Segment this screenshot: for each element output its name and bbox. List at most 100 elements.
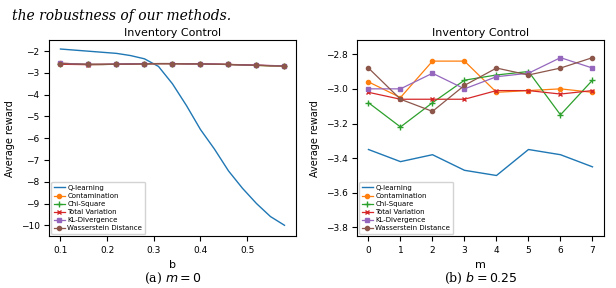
Chi-Square xyxy=(99,63,106,66)
KL-Divergence xyxy=(141,62,148,65)
Wasserstein Distance xyxy=(57,62,64,65)
Chi-Square xyxy=(281,64,288,68)
Contamination xyxy=(589,91,596,94)
Wasserstein Distance xyxy=(141,62,148,66)
Wasserstein Distance xyxy=(211,62,218,66)
Contamination xyxy=(525,89,532,92)
Contamination xyxy=(429,59,436,63)
Line: Chi-Square: Chi-Square xyxy=(366,69,595,130)
KL-Divergence xyxy=(127,62,134,66)
Q-learning xyxy=(169,82,176,86)
Q-learning xyxy=(99,51,106,54)
Title: Inventory Control: Inventory Control xyxy=(124,28,221,38)
KL-Divergence xyxy=(525,71,532,75)
Contamination xyxy=(397,96,404,99)
Total Variation xyxy=(525,89,532,92)
KL-Divergence xyxy=(397,87,404,90)
Q-learning xyxy=(239,187,246,190)
X-axis label: b: b xyxy=(169,260,176,270)
Q-learning xyxy=(113,52,120,55)
Q-learning xyxy=(253,202,260,205)
KL-Divergence xyxy=(461,87,468,90)
Q-learning xyxy=(397,160,404,163)
Total Variation xyxy=(71,63,78,66)
Contamination xyxy=(113,62,120,66)
Q-learning xyxy=(589,165,596,168)
Wasserstein Distance xyxy=(397,98,404,101)
KL-Divergence xyxy=(85,62,92,66)
Total Variation xyxy=(183,62,190,66)
Total Variation xyxy=(281,64,288,67)
Contamination xyxy=(365,80,372,84)
Chi-Square xyxy=(239,63,246,67)
Legend: Q-learning, Contamination, Chi-Square, Total Variation, KL-Divergence, Wasserste: Q-learning, Contamination, Chi-Square, T… xyxy=(359,182,453,234)
Wasserstein Distance xyxy=(239,63,246,67)
KL-Divergence xyxy=(589,66,596,70)
Total Variation xyxy=(127,62,134,66)
Legend: Q-learning, Contamination, Chi-Square, Total Variation, KL-Divergence, Wasserste: Q-learning, Contamination, Chi-Square, T… xyxy=(51,182,145,234)
Title: Inventory Control: Inventory Control xyxy=(432,28,529,38)
Line: KL-Divergence: KL-Divergence xyxy=(59,61,286,68)
Line: KL-Divergence: KL-Divergence xyxy=(367,56,594,91)
Total Variation xyxy=(85,63,92,67)
Q-learning xyxy=(57,47,64,51)
KL-Divergence xyxy=(155,62,162,65)
Contamination xyxy=(183,62,190,66)
Contamination xyxy=(71,62,78,66)
Total Variation xyxy=(253,63,260,67)
Total Variation xyxy=(99,63,106,66)
Q-learning xyxy=(85,50,92,53)
Q-learning xyxy=(429,153,436,156)
Contamination xyxy=(239,63,246,67)
KL-Divergence xyxy=(183,62,190,66)
Line: Q-learning: Q-learning xyxy=(368,149,593,175)
Text: the robustness of our methods.: the robustness of our methods. xyxy=(12,9,232,23)
Q-learning xyxy=(183,104,190,107)
Total Variation xyxy=(493,89,500,92)
Total Variation xyxy=(225,63,232,66)
Chi-Square xyxy=(211,62,218,66)
Chi-Square xyxy=(225,63,232,66)
Total Variation xyxy=(211,62,218,66)
Line: Wasserstein Distance: Wasserstein Distance xyxy=(367,56,594,113)
Q-learning xyxy=(71,48,78,52)
Wasserstein Distance xyxy=(365,66,372,70)
Chi-Square xyxy=(183,62,190,66)
Total Variation xyxy=(557,92,564,96)
Contamination xyxy=(57,61,64,65)
Q-learning xyxy=(127,54,134,57)
Line: Wasserstein Distance: Wasserstein Distance xyxy=(59,62,286,68)
KL-Divergence xyxy=(197,62,204,66)
Wasserstein Distance xyxy=(429,110,436,113)
KL-Divergence xyxy=(557,56,564,59)
Chi-Square xyxy=(461,78,468,82)
KL-Divergence xyxy=(211,62,218,66)
Wasserstein Distance xyxy=(113,62,120,66)
Wasserstein Distance xyxy=(267,64,274,67)
Contamination xyxy=(267,64,274,67)
Line: Q-learning: Q-learning xyxy=(60,49,285,225)
Total Variation xyxy=(267,64,274,67)
Total Variation xyxy=(113,62,120,66)
Chi-Square xyxy=(397,125,404,129)
KL-Divergence xyxy=(57,61,64,65)
Q-learning xyxy=(493,174,500,177)
Wasserstein Distance xyxy=(253,64,260,67)
KL-Divergence xyxy=(281,64,288,67)
Q-learning xyxy=(267,215,274,218)
KL-Divergence xyxy=(99,62,106,66)
Wasserstein Distance xyxy=(127,62,134,66)
Q-learning xyxy=(141,57,148,60)
KL-Divergence xyxy=(113,62,120,66)
Total Variation xyxy=(365,91,372,94)
Contamination xyxy=(169,62,176,65)
Contamination xyxy=(155,62,162,65)
KL-Divergence xyxy=(429,71,436,75)
Total Variation xyxy=(169,62,176,65)
Wasserstein Distance xyxy=(85,63,92,66)
Wasserstein Distance xyxy=(589,56,596,59)
Chi-Square xyxy=(71,62,78,66)
KL-Divergence xyxy=(169,62,176,65)
Chi-Square xyxy=(169,62,176,65)
X-axis label: m: m xyxy=(475,260,486,270)
